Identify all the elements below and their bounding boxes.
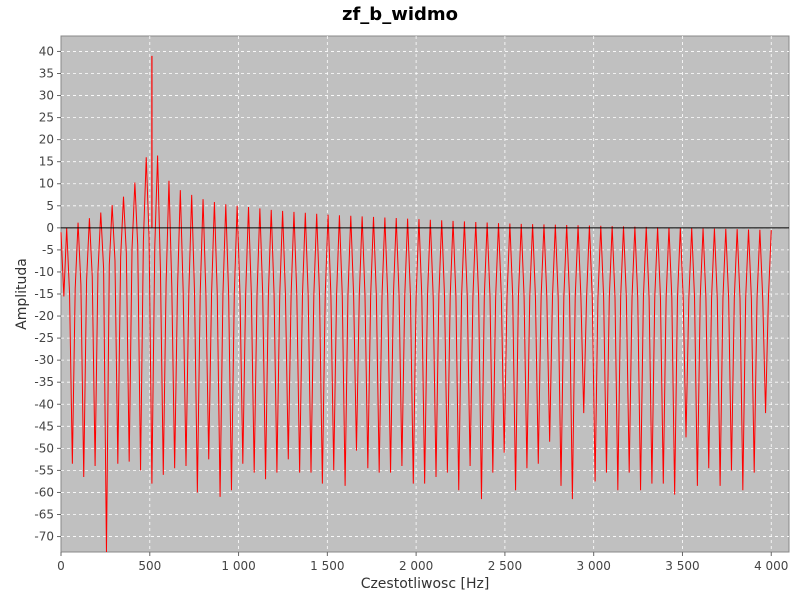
x-tick-label: 4 000 (754, 559, 788, 573)
y-tick-label: -65 (34, 508, 54, 522)
x-tick-label: 2 000 (399, 559, 433, 573)
y-tick-label: -5 (42, 243, 54, 257)
y-tick-label: 30 (39, 89, 54, 103)
y-tick-label: -25 (34, 331, 54, 345)
x-tick-label: 2 500 (488, 559, 522, 573)
y-tick-label: 40 (39, 44, 54, 58)
y-tick-label: 25 (39, 111, 54, 125)
y-tick-label: -30 (34, 353, 54, 367)
y-tick-label: -20 (34, 309, 54, 323)
y-tick-label: -45 (34, 419, 54, 433)
y-tick-label: -35 (34, 375, 54, 389)
spectrum-series (60, 55, 772, 553)
y-tick-label: 5 (46, 199, 54, 213)
y-tick-label: 15 (39, 155, 54, 169)
y-axis-label: Amplituda (14, 258, 30, 330)
x-tick-label: 1 000 (221, 559, 255, 573)
x-tick-label: 3 500 (665, 559, 699, 573)
x-tick-label: 0 (57, 559, 65, 573)
y-tick-label: -10 (34, 265, 54, 279)
y-tick-label: -40 (34, 397, 54, 411)
y-tick-label: -70 (34, 530, 54, 544)
y-tick-label: 20 (39, 133, 54, 147)
spectrum-line (60, 155, 772, 553)
y-tick-label: 10 (39, 177, 54, 191)
y-tick-label: 0 (46, 221, 54, 235)
x-axis-label: Czestotliwosc [Hz] (360, 576, 490, 592)
y-tick-label: 35 (39, 66, 54, 80)
y-tick-label: -50 (34, 441, 54, 455)
chart-title: zf_b_widmo (342, 4, 458, 25)
y-tick-label: -55 (34, 463, 54, 477)
x-tick-label: 1 500 (310, 559, 344, 573)
y-tick-label: -60 (34, 485, 54, 499)
y-tick-label: -15 (34, 287, 54, 301)
axes: 40 35 30 25 20 15 10 5 0 -5 -10 -15 -20 -25 -30 -35 -40 -… (34, 44, 788, 573)
x-tick-label: 3 000 (577, 559, 611, 573)
x-tick-label: 500 (138, 559, 161, 573)
y-axis-label-wrap: Amplituda (12, 36, 32, 552)
